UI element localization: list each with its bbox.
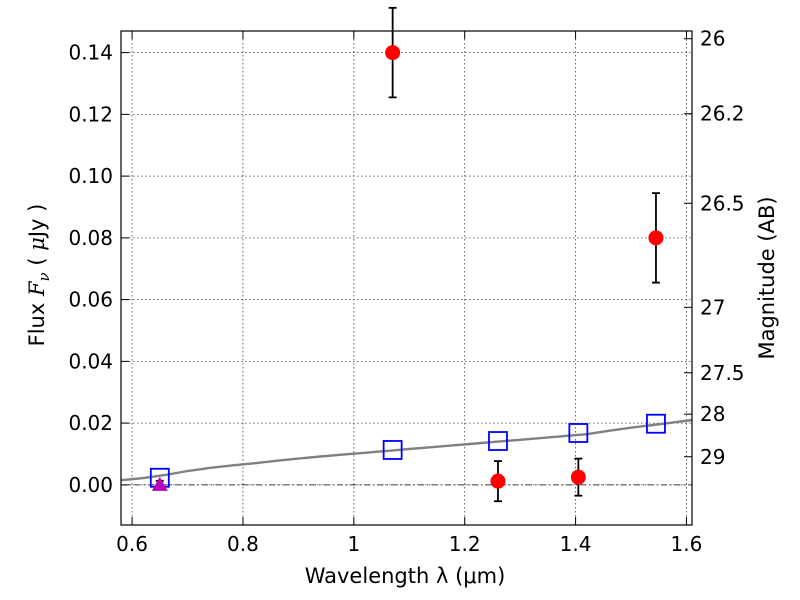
model-flux-square <box>382 440 403 460</box>
photometry-point <box>570 469 586 485</box>
x-tick-label: 1.2 <box>449 532 481 556</box>
photometry-point <box>490 473 506 489</box>
y2-tick-label: 26 <box>700 27 725 51</box>
y-tick-label: 0.08 <box>68 226 113 250</box>
y-tick-label: 0.10 <box>68 164 113 188</box>
x-tick-label: 0.8 <box>227 532 259 556</box>
x-tick-label: 1 <box>347 532 360 556</box>
x-tick-label: 0.6 <box>116 532 148 556</box>
y2-tick-label: 29 <box>700 445 725 469</box>
x-tick-label: 1.6 <box>671 532 703 556</box>
x-tick-label: 1.4 <box>560 532 592 556</box>
y2-tick-label: 27 <box>700 295 725 319</box>
y2-tick-label: 26.2 <box>700 102 745 126</box>
plot-frame <box>120 30 693 526</box>
x-axis-label: Wavelength λ (μm) <box>305 564 506 588</box>
axis-ticks: 0.6 0.8 1 1.2 1.4 1.6 0.00 0.02 0.04 0.06 0.08 0.10… <box>68 27 744 556</box>
y-tick-label: 0.06 <box>68 288 113 312</box>
y-tick-label: 0.04 <box>68 349 113 373</box>
y2-tick-label: 26.5 <box>700 191 745 215</box>
y2-tick-label: 27.5 <box>700 361 745 385</box>
model-spectrum-line <box>120 418 693 482</box>
model-flux-square <box>488 431 508 451</box>
y-tick-label: 0.12 <box>68 102 113 126</box>
y-tick-label: 0.02 <box>68 411 113 435</box>
y2-axis-label: Magnitude (AB) <box>755 196 779 359</box>
photometry-point <box>385 45 401 61</box>
plot-data <box>120 6 693 503</box>
grid <box>121 31 692 525</box>
model-flux-square <box>646 413 666 434</box>
photometry-point <box>648 230 664 246</box>
upper-limit-triangle <box>151 476 168 491</box>
y-axis-label: Flux Fν ( μJy ) <box>25 204 53 347</box>
y-tick-label: 0.14 <box>68 41 113 65</box>
model-flux-square <box>568 423 589 443</box>
y-tick-label: 0.00 <box>68 473 113 497</box>
y2-tick-label: 28 <box>700 402 725 426</box>
